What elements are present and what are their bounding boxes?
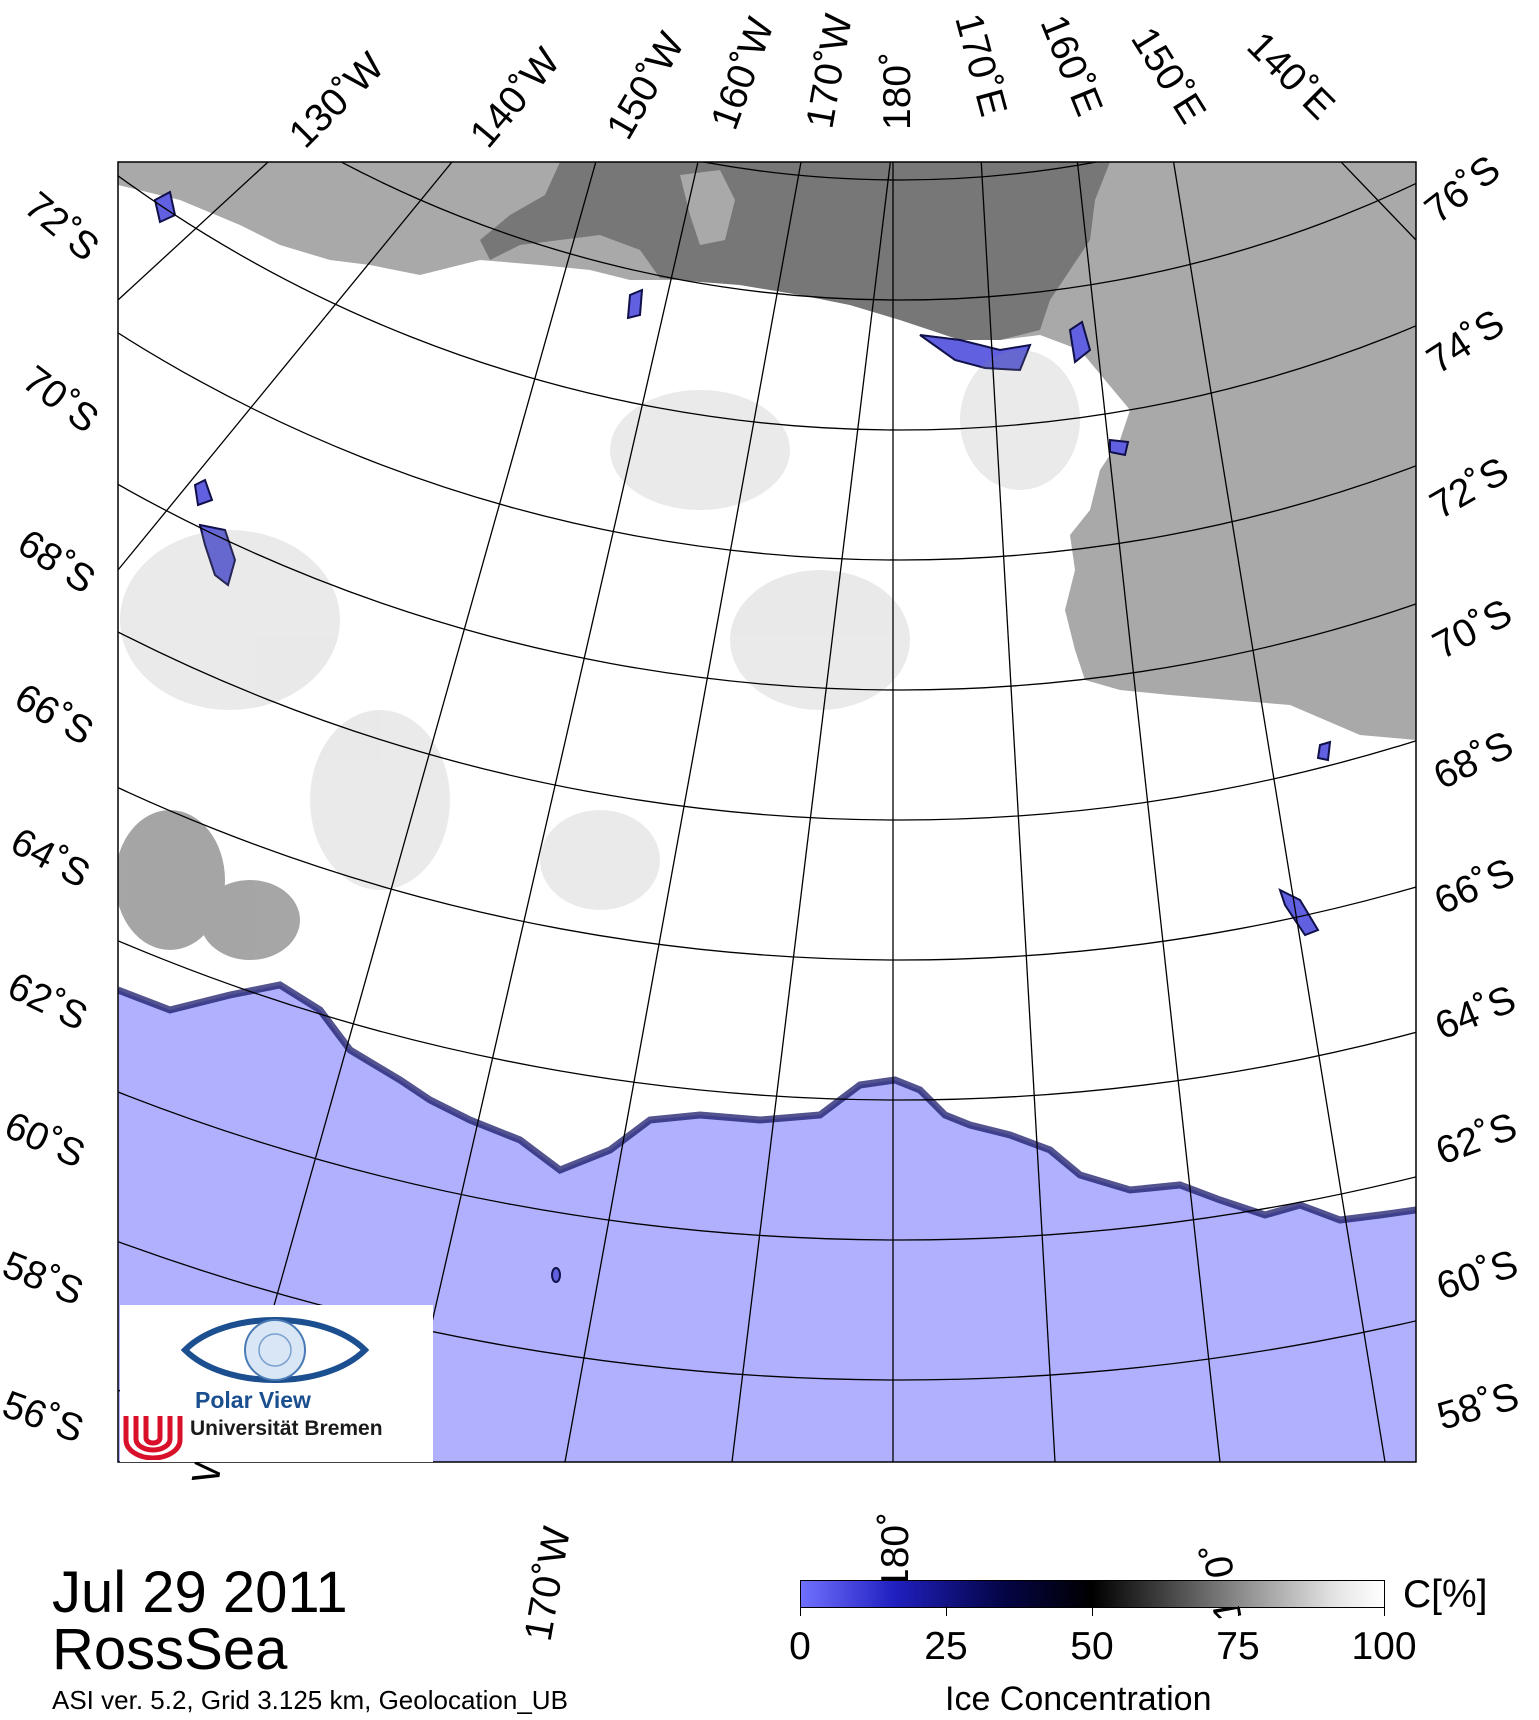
logo-subtitle: Universität Bremen bbox=[190, 1417, 383, 1440]
parallel-label: 60˚S bbox=[0, 1104, 91, 1177]
meridian-label: 140˚E bbox=[1239, 24, 1343, 128]
colorbar-tick bbox=[800, 1606, 801, 1616]
parallel-label: 72˚S bbox=[1423, 449, 1516, 527]
colorbar-tick-label: 100 bbox=[1351, 1625, 1417, 1668]
colorbar-title: Ice Concentration bbox=[945, 1680, 1212, 1718]
parallel-label: 76˚S bbox=[1417, 147, 1508, 232]
meridian-labels-top: 130˚W 140˚W 150˚W 160˚W 170˚W 180˚ 170˚E… bbox=[281, 9, 1343, 156]
colorbar-tick-label: 75 bbox=[1216, 1625, 1260, 1668]
parallel-labels-left: 72˚S 70˚S 68˚S 66˚S 64˚S 62˚S 60˚S 58˚S … bbox=[0, 184, 107, 1452]
ice-edge bbox=[118, 981, 1416, 1224]
colorbar-tick bbox=[1384, 1606, 1385, 1616]
parallel-label: 66˚S bbox=[8, 676, 101, 754]
colorbar-tick bbox=[1092, 1606, 1093, 1616]
region-label: RossSea bbox=[52, 1617, 288, 1682]
parallel-label: 70˚S bbox=[1426, 591, 1519, 668]
meridian-label: 170˚W bbox=[517, 1523, 579, 1644]
colorbar bbox=[800, 1580, 1385, 1608]
land-area bbox=[118, 162, 1416, 740]
meridian-label: 160˚E bbox=[1032, 9, 1111, 122]
parallel-label: 70˚S bbox=[15, 358, 107, 442]
ice-edge-noise bbox=[118, 810, 300, 960]
meridian-label: 170˚E bbox=[946, 9, 1014, 121]
meridian-label: 150˚E bbox=[1122, 20, 1214, 131]
ice-texture bbox=[120, 350, 1080, 910]
colorbar-tick-label: 25 bbox=[924, 1625, 968, 1668]
colorbar-tick bbox=[946, 1606, 947, 1616]
meridian-label: 140˚W bbox=[462, 40, 569, 156]
meridian-label: 180˚ bbox=[876, 52, 919, 130]
meridian-label: 160˚W bbox=[703, 12, 783, 135]
parallel-label: 58˚S bbox=[0, 1243, 89, 1314]
graticule-parallels bbox=[118, 162, 1416, 1462]
processing-info: ASI ver. 5.2, Grid 3.125 km, Geolocation… bbox=[52, 1685, 568, 1715]
parallel-label: 64˚S bbox=[1429, 978, 1521, 1049]
colorbar-unit: C[%] bbox=[1403, 1573, 1488, 1616]
polar-view-logo: Polar View Universität Bremen bbox=[120, 1305, 433, 1462]
parallel-label: 62˚S bbox=[1430, 1105, 1522, 1174]
ice-shelf-area bbox=[480, 162, 1110, 340]
parallel-label: 60˚S bbox=[1431, 1242, 1523, 1308]
parallel-label: 68˚S bbox=[1427, 723, 1520, 798]
eye-icon bbox=[180, 1317, 370, 1383]
university-logo-mark bbox=[123, 1416, 183, 1460]
graticule-meridians bbox=[118, 162, 1416, 1462]
parallel-label: 72˚S bbox=[16, 184, 107, 270]
colorbar-tick-label: 0 bbox=[789, 1625, 811, 1668]
map-frame bbox=[117, 161, 1417, 1463]
parallel-label: 64˚S bbox=[4, 820, 97, 897]
date-label: Jul 29 2011 bbox=[52, 1560, 348, 1625]
parallel-label: 66˚S bbox=[1428, 850, 1521, 923]
meridian-label: 130˚W bbox=[281, 45, 393, 157]
parallel-label: 62˚S bbox=[1, 964, 94, 1039]
colorbar-tick-label: 50 bbox=[1070, 1625, 1114, 1668]
ice-shelf-area bbox=[680, 170, 735, 245]
open-water-area bbox=[118, 985, 1416, 1462]
meridian-label: 150˚W bbox=[599, 25, 694, 146]
parallel-labels-right: 76˚S 74˚S 72˚S 70˚S 68˚S 66˚S 64˚S 62˚S … bbox=[1417, 147, 1524, 1438]
parallel-label: 74˚S bbox=[1419, 302, 1512, 383]
low-concentration-patches bbox=[153, 190, 1332, 1283]
meridian-label: 170˚W bbox=[799, 11, 861, 132]
colorbar-tick bbox=[1238, 1606, 1239, 1616]
logo-title: Polar View bbox=[195, 1387, 311, 1413]
meridian-label: 180˚ bbox=[874, 1512, 917, 1590]
parallel-label: 56˚S bbox=[0, 1383, 89, 1452]
parallel-label: 58˚S bbox=[1433, 1375, 1524, 1439]
parallel-label: 68˚S bbox=[10, 521, 103, 602]
